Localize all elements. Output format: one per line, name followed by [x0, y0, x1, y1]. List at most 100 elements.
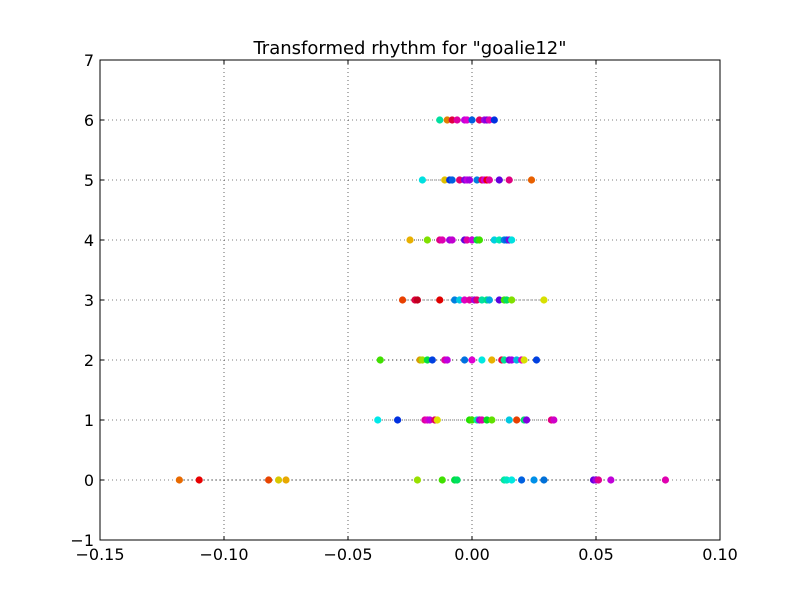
data-point	[453, 116, 461, 124]
data-points	[175, 116, 670, 484]
y-tick-label: 3	[84, 291, 94, 310]
data-point	[448, 236, 456, 244]
data-point	[500, 356, 508, 364]
data-point	[438, 236, 446, 244]
data-point	[478, 296, 486, 304]
data-point	[475, 116, 484, 124]
data-point	[478, 416, 486, 424]
data-point	[483, 416, 491, 424]
data-point	[433, 416, 441, 424]
data-point	[460, 356, 469, 364]
data-point	[436, 296, 444, 304]
x-tick-label: 0.10	[702, 545, 738, 564]
data-point	[465, 296, 474, 304]
data-point	[550, 416, 558, 424]
data-point	[503, 296, 511, 304]
data-point	[441, 176, 449, 184]
data-point	[453, 476, 461, 484]
data-point	[463, 236, 471, 244]
data-point	[518, 476, 526, 484]
data-point	[438, 476, 446, 484]
data-point	[175, 476, 183, 484]
data-point	[428, 356, 436, 364]
x-tick-label: −0.10	[199, 545, 248, 564]
y-tick-label: 2	[84, 351, 94, 370]
data-point	[195, 476, 203, 484]
data-point	[540, 476, 548, 484]
data-point	[508, 356, 516, 364]
chart-title: Transformed rhythm for "goalie12"	[252, 38, 566, 59]
data-point	[505, 176, 513, 184]
data-point	[520, 356, 528, 364]
data-point	[394, 416, 402, 424]
data-point	[374, 416, 382, 424]
axis-ticks: −0.15 −0.10 −0.05 0.00 0.05 0.10 −1 0 1 2 3 4 5 6 7	[70, 51, 737, 564]
data-point	[265, 476, 273, 484]
x-tick-label: −0.15	[75, 545, 124, 564]
data-point	[490, 116, 498, 124]
data-point	[488, 356, 496, 364]
data-point	[503, 476, 511, 484]
data-point	[448, 176, 456, 184]
data-point	[485, 116, 493, 124]
data-point	[426, 416, 434, 424]
data-point	[490, 236, 498, 244]
data-point	[594, 476, 603, 484]
data-point	[475, 236, 484, 244]
y-tick-label: −1	[70, 531, 94, 550]
y-tick-label: 0	[84, 471, 94, 490]
data-point	[527, 176, 536, 184]
data-point	[508, 236, 516, 244]
data-point	[485, 176, 493, 184]
data-point	[443, 356, 451, 364]
data-point	[495, 296, 503, 304]
y-tick-label: 5	[84, 171, 94, 190]
y-tick-label: 1	[84, 411, 94, 430]
data-point	[473, 296, 481, 304]
data-point	[436, 116, 444, 124]
data-point	[456, 296, 464, 304]
data-point	[423, 356, 431, 364]
data-point	[513, 356, 521, 364]
data-point	[418, 176, 426, 184]
data-point	[495, 176, 503, 184]
data-point	[406, 236, 414, 244]
data-point	[463, 116, 471, 124]
x-tick-label: −0.05	[323, 545, 372, 564]
data-point	[282, 476, 290, 484]
data-point	[661, 476, 670, 484]
data-point	[451, 296, 459, 304]
data-point	[478, 356, 486, 364]
data-point	[413, 476, 422, 484]
data-point	[376, 356, 384, 364]
data-point	[423, 236, 431, 244]
data-point	[274, 476, 283, 484]
data-point	[468, 416, 476, 424]
data-point	[460, 296, 469, 304]
data-point	[456, 176, 464, 184]
data-point	[508, 296, 516, 304]
y-tick-label: 6	[84, 111, 94, 130]
data-point	[398, 296, 407, 304]
data-point	[468, 116, 476, 124]
x-tick-label: 0.00	[454, 545, 490, 564]
data-point	[532, 356, 541, 364]
data-point	[468, 236, 476, 244]
x-tick-label: 0.05	[578, 545, 614, 564]
data-point	[530, 476, 538, 484]
data-point	[607, 476, 615, 484]
data-point	[488, 416, 496, 424]
data-point	[513, 416, 521, 424]
data-point	[522, 416, 531, 424]
data-point	[413, 296, 422, 304]
y-tick-label: 4	[84, 231, 94, 250]
data-point	[495, 236, 503, 244]
data-point	[485, 296, 493, 304]
y-tick-label: 7	[84, 51, 94, 70]
data-point	[465, 176, 474, 184]
data-point	[418, 356, 426, 364]
data-point	[473, 176, 481, 184]
data-point	[448, 116, 456, 124]
data-point	[443, 116, 451, 124]
